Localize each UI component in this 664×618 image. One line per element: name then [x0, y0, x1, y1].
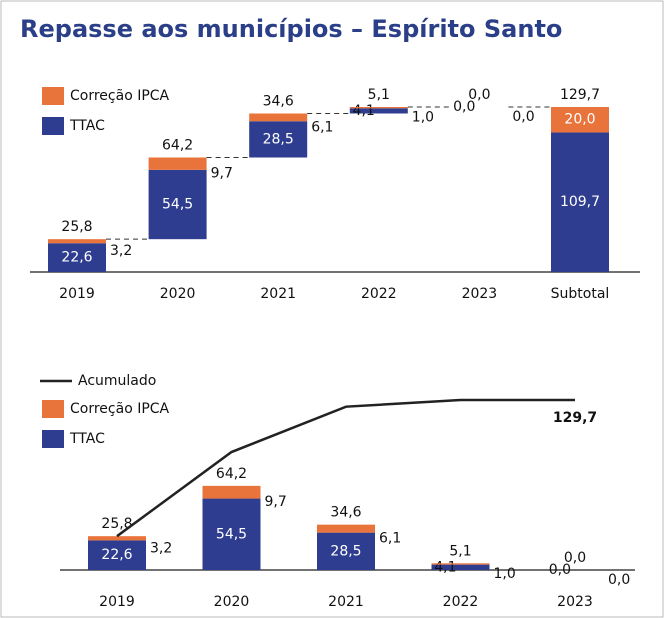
legend-label: TTAC	[69, 118, 105, 134]
x-tick-label: 2019	[59, 286, 95, 302]
x-tick-label: 2021	[328, 594, 364, 610]
value-label: 1,0	[494, 566, 516, 582]
value-label: 6,1	[379, 531, 401, 547]
bar-segment	[317, 524, 375, 533]
value-label: 109,7	[560, 194, 600, 210]
total-label: 5,1	[449, 543, 471, 559]
total-label: 0,0	[468, 87, 490, 103]
value-label: 54,5	[162, 197, 193, 213]
value-label: 0,0	[608, 572, 630, 588]
value-label: 4,1	[353, 103, 375, 119]
total-label: 34,6	[330, 505, 361, 521]
x-tick-label: 2023	[462, 286, 498, 302]
total-label: 64,2	[162, 138, 193, 154]
line-label: 129,7	[553, 410, 597, 426]
total-label: 0,0	[564, 550, 586, 566]
bar-segment	[551, 132, 609, 272]
total-label: 5,1	[368, 87, 390, 103]
bar-segment	[202, 498, 261, 570]
bar-segment	[48, 239, 106, 244]
bar-segment	[148, 157, 207, 170]
cumulative-line	[116, 398, 575, 538]
total-label: 25,8	[101, 516, 132, 532]
x-tick-label: 2020	[214, 594, 250, 610]
legend-swatch	[42, 400, 64, 418]
bar-segment	[48, 243, 106, 272]
value-label: 22,6	[61, 250, 92, 266]
bar-segment	[249, 113, 308, 122]
x-tick-label: 2022	[443, 594, 479, 610]
legend-label: Acumulado	[78, 373, 156, 389]
legend-swatch	[42, 87, 64, 105]
bar-segment	[551, 107, 609, 133]
total-label: 25,8	[61, 219, 92, 235]
bar-segment	[349, 107, 408, 109]
legend-label: Correção IPCA	[70, 401, 170, 417]
x-tick-label: 2022	[361, 286, 397, 302]
bar-segment	[431, 563, 490, 565]
bar-segment	[202, 485, 261, 499]
value-label: 20,0	[564, 112, 595, 128]
value-label: 6,1	[311, 119, 333, 135]
x-tick-label: Subtotal	[551, 286, 610, 302]
value-label: 9,7	[265, 494, 287, 510]
value-label: 22,6	[101, 547, 132, 563]
bar-segment	[88, 540, 146, 570]
value-label: 1,0	[412, 110, 434, 126]
legend-swatch	[42, 117, 64, 135]
legend-label: Correção IPCA	[70, 88, 170, 104]
total-label: 64,2	[216, 466, 247, 482]
value-label: 3,2	[110, 243, 132, 259]
value-label: 0,0	[549, 562, 571, 578]
value-label: 28,5	[263, 131, 294, 147]
total-label: 129,7	[560, 87, 600, 103]
x-tick-label: 2023	[557, 594, 593, 610]
value-label: 3,2	[150, 540, 172, 556]
bar-segment	[88, 536, 146, 541]
value-label: 0,0	[512, 109, 534, 125]
bar-segment	[349, 108, 408, 114]
legend-label: TTAC	[69, 431, 105, 447]
bar-segment	[431, 564, 490, 570]
x-tick-label: 2019	[99, 594, 135, 610]
bar-segment	[317, 532, 375, 570]
legend-swatch	[42, 430, 64, 448]
value-label: 54,5	[216, 526, 247, 542]
value-label: 28,5	[330, 543, 361, 559]
chart-title: Repasse aos municípios – Espírito Santo	[20, 15, 562, 43]
value-label: 0,0	[453, 99, 475, 115]
x-tick-label: 2020	[160, 286, 196, 302]
bar-segment	[249, 121, 308, 158]
value-label: 9,7	[211, 166, 233, 182]
bar-segment	[148, 169, 207, 240]
total-label: 34,6	[263, 93, 294, 109]
x-tick-label: 2021	[260, 286, 296, 302]
value-label: 4,1	[434, 559, 456, 575]
